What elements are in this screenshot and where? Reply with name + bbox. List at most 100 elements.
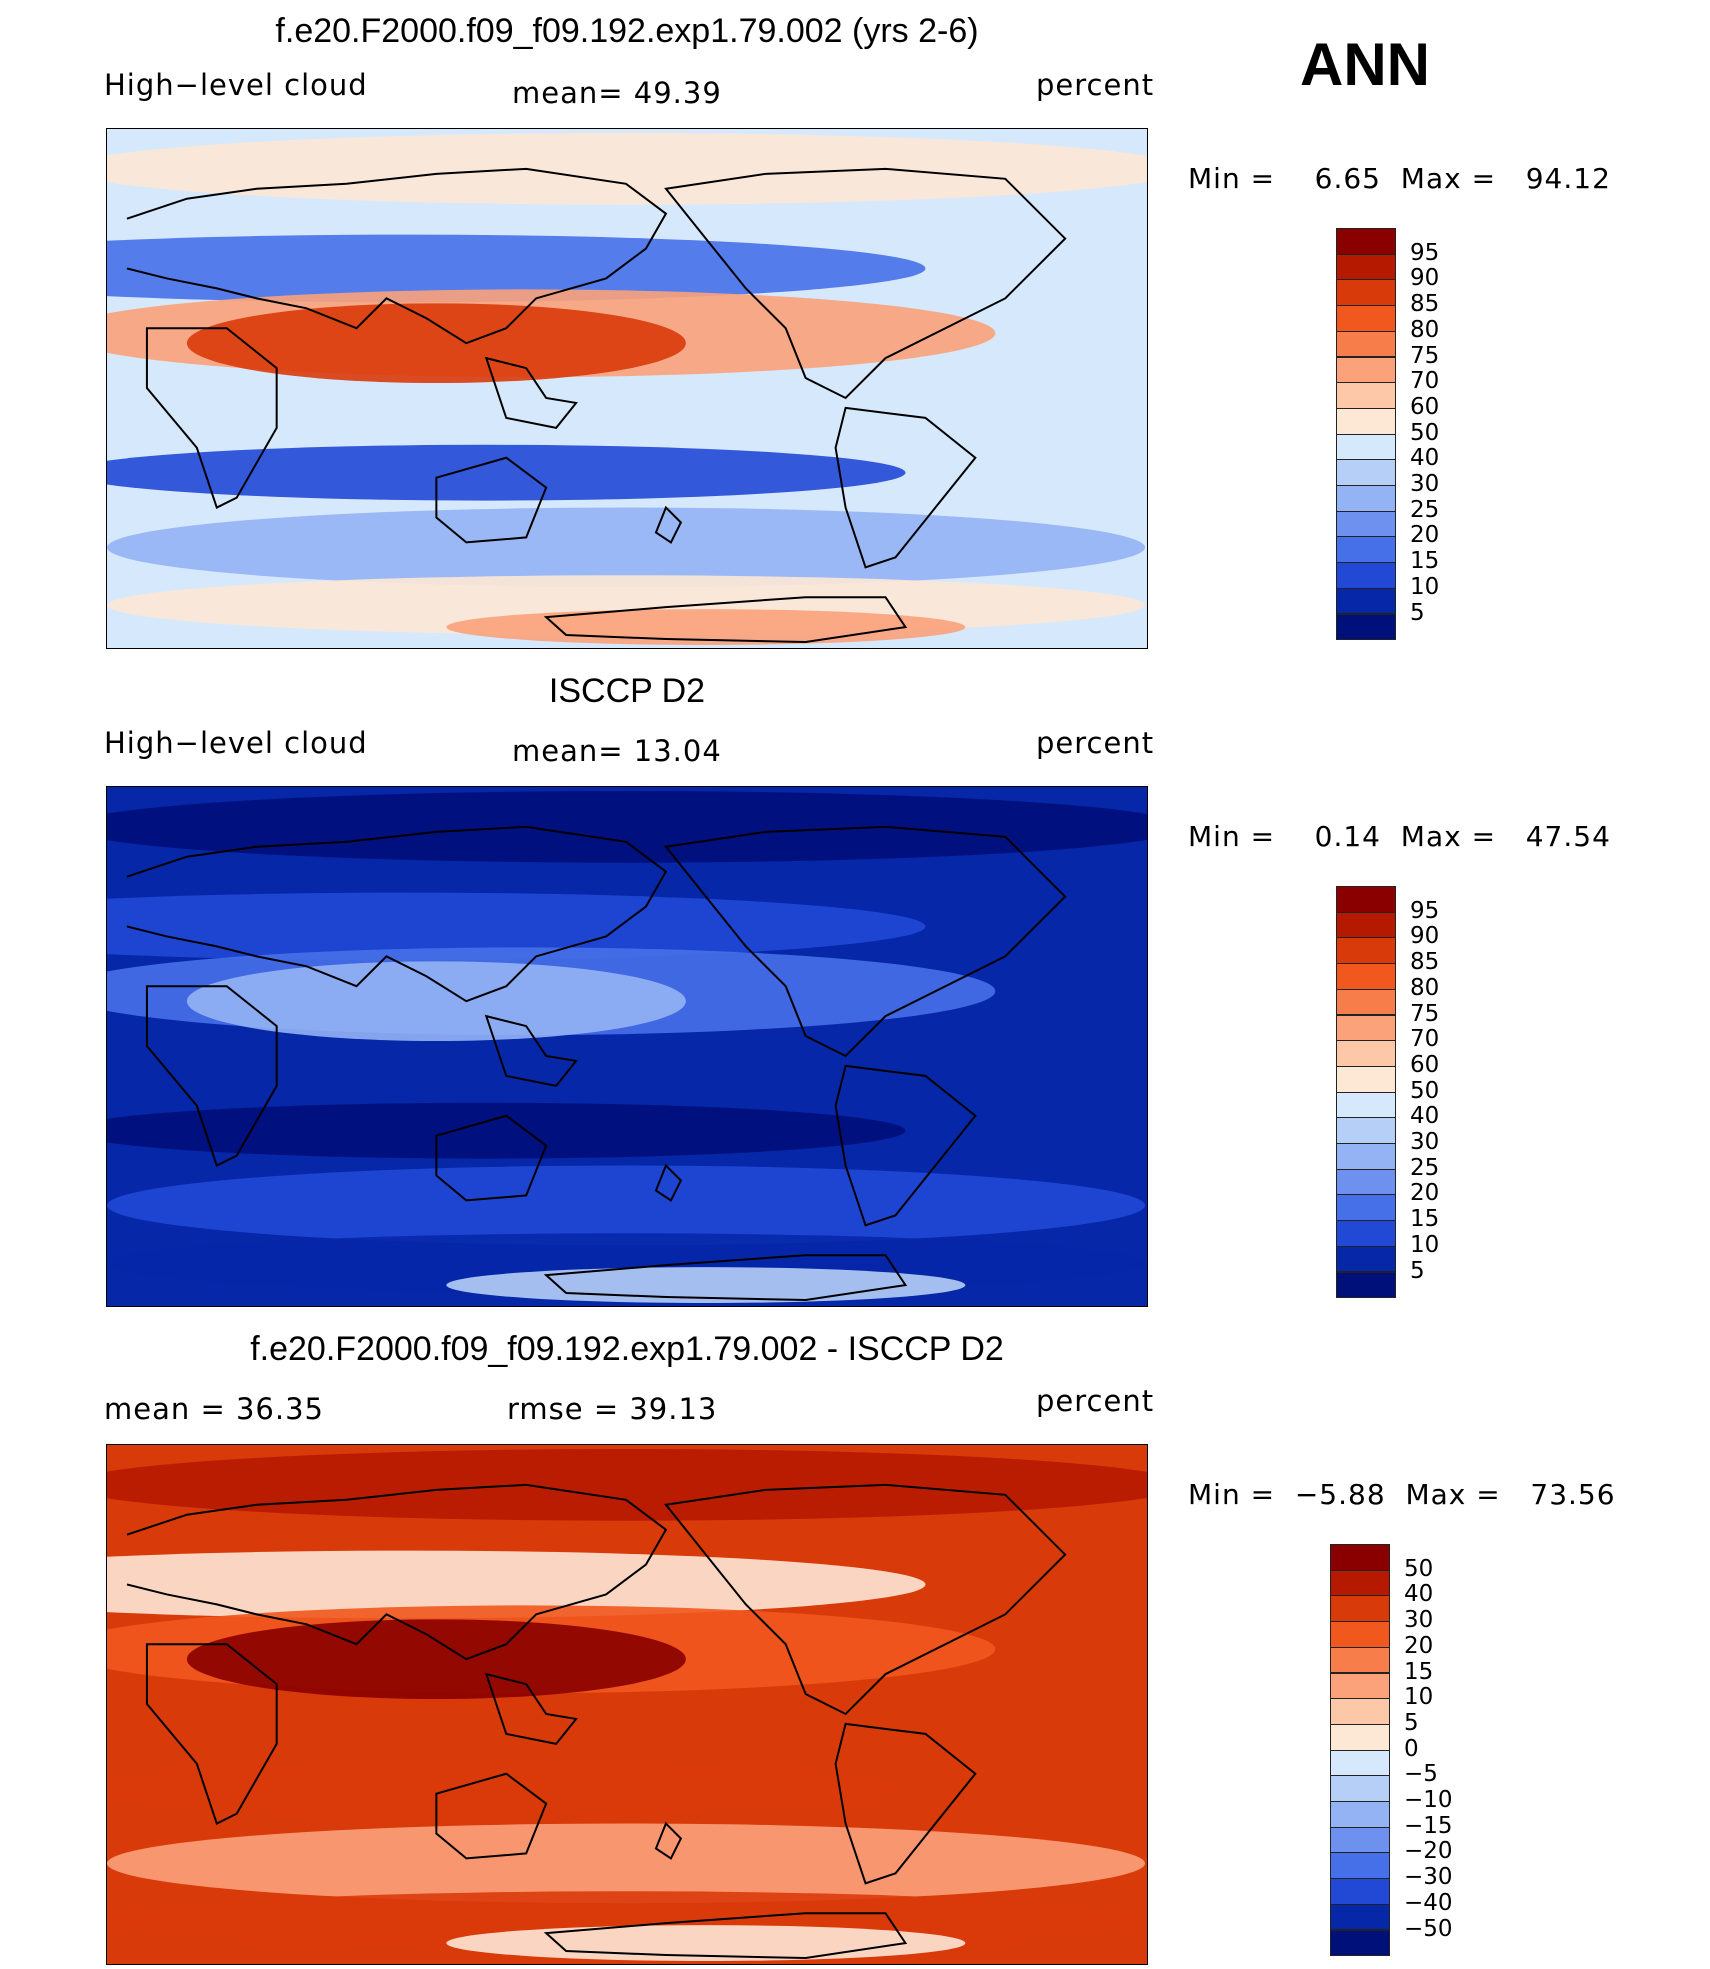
colorbar-swatch xyxy=(1330,1749,1390,1777)
colorbar-swatch xyxy=(1336,433,1396,461)
colorbar-swatch xyxy=(1336,253,1396,281)
colorbar-tick-label: 15 xyxy=(1410,548,1440,575)
panel-1-mean: mean= 49.39 xyxy=(512,76,722,110)
colorbar-tick-label: −50 xyxy=(1404,1915,1453,1942)
colorbar-swatch xyxy=(1336,937,1396,965)
colorbar-swatch xyxy=(1330,1801,1390,1828)
colorbar-swatch xyxy=(1336,382,1396,409)
colorbar-tick-label: 15 xyxy=(1410,1206,1440,1233)
panel-1-title: f.e20.F2000.f09_f09.192.exp1.79.002 (yrs… xyxy=(275,12,979,50)
colorbar-tick-label: 60 xyxy=(1410,1051,1440,1078)
field-region xyxy=(107,444,906,501)
colorbar-swatch xyxy=(1336,1040,1396,1067)
colorbar-tick-label: 20 xyxy=(1410,522,1440,549)
colorbar-tick-label: 40 xyxy=(1410,445,1440,472)
colorbar-tick-label: 30 xyxy=(1404,1607,1434,1634)
field-region xyxy=(107,1550,926,1619)
colorbar-tick-label: 50 xyxy=(1404,1555,1434,1582)
panel-3-units: percent xyxy=(1036,1384,1155,1418)
colorbar-tick-label: 5 xyxy=(1410,599,1425,626)
colorbar-tick-label: 30 xyxy=(1410,1129,1440,1155)
colorbar-tick-label: 70 xyxy=(1410,368,1440,395)
panel-3-map xyxy=(106,1444,1148,1965)
colorbar-swatch xyxy=(1336,1065,1396,1093)
colorbar-tick-label: 15 xyxy=(1404,1658,1434,1685)
colorbar-swatch xyxy=(1336,613,1396,641)
colorbar-tick-label: 80 xyxy=(1410,316,1440,343)
coastline xyxy=(435,1772,548,1860)
field-region xyxy=(107,234,926,303)
colorbar-tick-label: 10 xyxy=(1410,573,1440,600)
colorbar-swatch xyxy=(1336,886,1396,913)
colorbar-swatch xyxy=(1336,963,1396,990)
colorbar-swatch xyxy=(1336,536,1396,564)
panel-2-map xyxy=(106,786,1148,1307)
colorbar-swatch xyxy=(1330,1826,1390,1854)
colorbar-swatch xyxy=(1336,1143,1396,1170)
colorbar-tick-label: 5 xyxy=(1404,1709,1419,1736)
colorbar-swatch xyxy=(1336,356,1396,384)
colorbar-tick-label: 25 xyxy=(1410,1154,1440,1181)
coastline xyxy=(664,167,1067,400)
colorbar-tick-label: 30 xyxy=(1410,471,1440,497)
colorbar-tick-label: 75 xyxy=(1410,342,1440,369)
field-region xyxy=(107,1760,906,1817)
colorbar-tick-label: 0 xyxy=(1404,1735,1419,1762)
field-region xyxy=(107,892,926,961)
coastline xyxy=(484,1672,578,1745)
field-region xyxy=(107,1165,1146,1246)
colorbar-swatch xyxy=(1336,1014,1396,1042)
panel-2-mean: mean= 13.04 xyxy=(512,734,722,768)
colorbar-tick-label: 90 xyxy=(1410,265,1440,292)
coastline xyxy=(435,456,548,544)
colorbar-tick-label: 85 xyxy=(1410,949,1440,976)
colorbar-swatch xyxy=(1330,1929,1390,1957)
coastline xyxy=(435,1114,548,1202)
colorbar-tick-label: 85 xyxy=(1410,291,1440,318)
colorbar-swatch xyxy=(1336,1245,1396,1273)
colorbar-swatch xyxy=(1336,407,1396,435)
colorbar-tick-label: −30 xyxy=(1404,1864,1453,1891)
colorbar-swatch xyxy=(1336,988,1396,1016)
coastline xyxy=(834,406,977,569)
colorbar-swatch xyxy=(1336,330,1396,358)
field-region xyxy=(186,961,686,1042)
colorbar-swatch xyxy=(1336,1271,1396,1299)
panel-3-rmse: rmse = 39.13 xyxy=(507,1392,718,1426)
panel-2-variable-label: High−level cloud xyxy=(104,726,368,760)
colorbar-swatch xyxy=(1330,1544,1390,1571)
colorbar-swatch xyxy=(1336,587,1396,615)
panel-2-units: percent xyxy=(1036,726,1155,760)
coastline xyxy=(654,505,683,544)
colorbar-swatch xyxy=(1336,1194,1396,1222)
field-region xyxy=(107,132,1147,205)
panel-3-mean: mean = 36.35 xyxy=(104,1392,324,1426)
colorbar-tick-label: 90 xyxy=(1410,923,1440,950)
coastline xyxy=(543,1912,908,1960)
colorbar-swatch xyxy=(1330,1903,1390,1931)
coastline xyxy=(834,1064,977,1227)
colorbar-swatch xyxy=(1336,228,1396,255)
panel-2-title: ISCCP D2 xyxy=(548,672,706,710)
panel-1-units: percent xyxy=(1036,68,1155,102)
colorbar-swatch xyxy=(1336,1220,1396,1247)
field-region xyxy=(107,1102,906,1159)
colorbar-tick-label: −15 xyxy=(1404,1812,1453,1839)
colorbar-tick-label: −10 xyxy=(1404,1787,1453,1813)
coastline xyxy=(484,1014,578,1087)
coastline xyxy=(484,356,578,429)
colorbar-swatch xyxy=(1330,1852,1390,1880)
panel-3-minmax: Min = −5.88 Max = 73.56 xyxy=(1188,1478,1616,1511)
panel-1-variable-label: High−level cloud xyxy=(104,68,368,102)
coastline xyxy=(126,1483,668,1661)
coastline xyxy=(126,167,668,345)
colorbar-tick-label: 50 xyxy=(1410,419,1440,446)
colorbar-tick-label: 60 xyxy=(1410,393,1440,420)
coastline xyxy=(654,1163,683,1202)
colorbar-swatch xyxy=(1330,1646,1390,1674)
colorbar-tick-label: −40 xyxy=(1404,1889,1453,1916)
colorbar-swatch xyxy=(1330,1723,1390,1751)
colorbar-swatch xyxy=(1336,459,1396,486)
colorbar-tick-label: 95 xyxy=(1410,897,1440,924)
colorbar-swatch xyxy=(1330,1775,1390,1802)
